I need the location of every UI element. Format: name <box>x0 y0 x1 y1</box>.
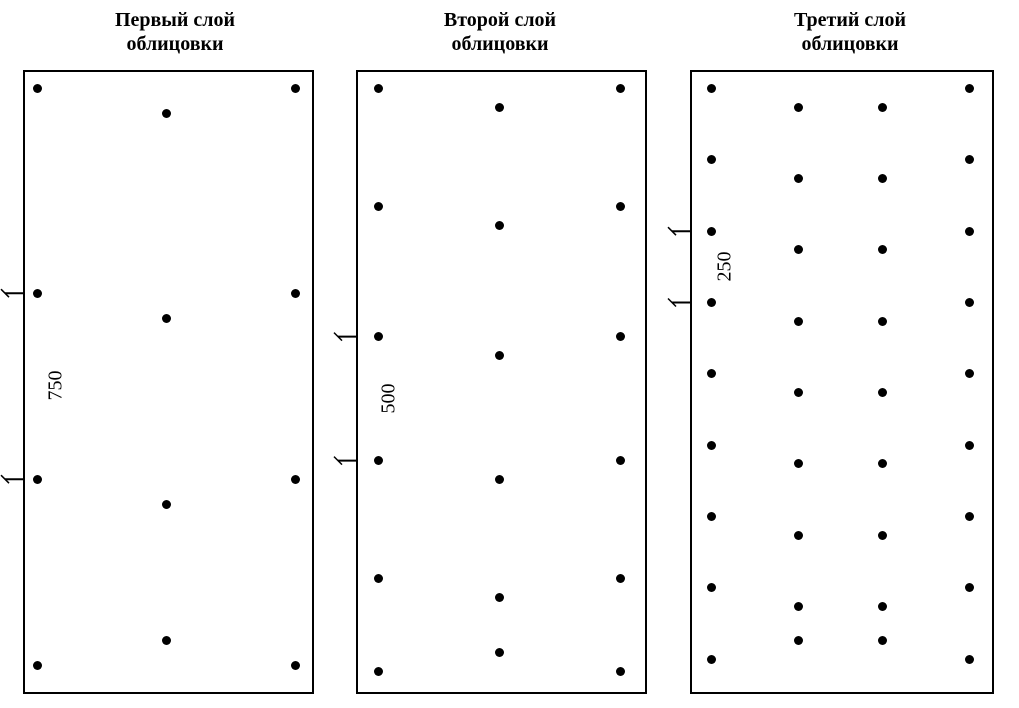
diagram-stage: Первый слой облицовки 750 Второй слой обли… <box>0 0 1019 708</box>
layer1-fastener-dot <box>162 636 171 645</box>
layer1-fastener-dot <box>162 500 171 509</box>
layer2-fastener-dot <box>495 351 504 360</box>
layer3-fastener-dot <box>707 155 716 164</box>
layer3-fastener-dot <box>707 441 716 450</box>
layer3-fastener-dot <box>707 655 716 664</box>
layer3-fastener-dot <box>965 298 974 307</box>
layer2-fastener-dot <box>616 84 625 93</box>
layer2-fastener-dot <box>616 202 625 211</box>
layer1-fastener-dot <box>291 289 300 298</box>
layer1-fastener-dot <box>33 475 42 484</box>
layer3-fastener-dot <box>965 84 974 93</box>
layer2-dimension-label: 500 <box>378 378 401 418</box>
layer3-fastener-dot <box>794 636 803 645</box>
layer3-fastener-dot <box>965 583 974 592</box>
layer2-fastener-dot <box>616 456 625 465</box>
layer3-fastener-dot <box>707 84 716 93</box>
layer2-fastener-dot <box>616 332 625 341</box>
layer3-fastener-dot <box>794 317 803 326</box>
layer3-fastener-dot <box>794 602 803 611</box>
layer3-fastener-dot <box>707 369 716 378</box>
layer2-fastener-dot <box>616 574 625 583</box>
layer3-dimension-label: 250 <box>714 246 737 286</box>
layer3-fastener-dot <box>878 245 887 254</box>
layer3-fastener-dot <box>965 512 974 521</box>
layer3-fastener-dot <box>794 531 803 540</box>
layer3-fastener-dot <box>707 583 716 592</box>
layer3-fastener-dot <box>965 155 974 164</box>
layer1-fastener-dot <box>162 109 171 118</box>
layer3-fastener-dot <box>965 441 974 450</box>
layer2-fastener-dot <box>495 103 504 112</box>
layer3-fastener-dot <box>794 103 803 112</box>
layer1-fastener-dot <box>291 475 300 484</box>
layer3-fastener-dot <box>878 531 887 540</box>
layer3-fastener-dot <box>878 174 887 183</box>
layer2-fastener-dot <box>616 667 625 676</box>
layer1-title: Первый слой облицовки <box>55 8 295 56</box>
layer3-fastener-dot <box>878 317 887 326</box>
layer1-fastener-dot <box>33 289 42 298</box>
layer3-fastener-dot <box>965 369 974 378</box>
layer3-fastener-dot <box>794 388 803 397</box>
layer3-fastener-dot <box>794 245 803 254</box>
layer3-fastener-dot <box>878 636 887 645</box>
layer3-title: Третий слой облицовки <box>730 8 970 56</box>
layer3-fastener-dot <box>878 103 887 112</box>
layer1-fastener-dot <box>291 661 300 670</box>
layer3-fastener-dot <box>707 298 716 307</box>
layer3-fastener-dot <box>878 388 887 397</box>
layer1-fastener-dot <box>33 84 42 93</box>
layer3-panel <box>690 70 994 694</box>
layer1-fastener-dot <box>162 314 171 323</box>
layer3-fastener-dot <box>878 602 887 611</box>
layer3-fastener-dot <box>707 227 716 236</box>
layer1-dimension-label: 750 <box>45 366 68 406</box>
layer3-fastener-dot <box>794 459 803 468</box>
layer3-fastener-dot <box>965 655 974 664</box>
layer3-fastener-dot <box>707 512 716 521</box>
layer3-fastener-dot <box>794 174 803 183</box>
layer3-fastener-dot <box>878 459 887 468</box>
layer2-fastener-dot <box>495 475 504 484</box>
layer3-fastener-dot <box>965 227 974 236</box>
layer2-fastener-dot <box>495 221 504 230</box>
layer2-title: Второй слой облицовки <box>380 8 620 56</box>
layer2-fastener-dot <box>495 593 504 602</box>
layer1-fastener-dot <box>33 661 42 670</box>
